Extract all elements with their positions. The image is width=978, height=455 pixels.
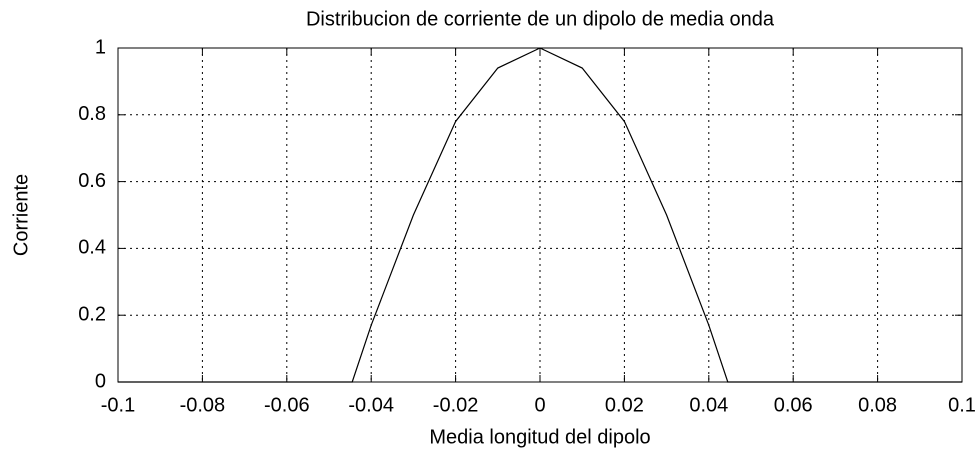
y-tick-label: 1 <box>95 36 106 58</box>
x-tick-label: -0.1 <box>101 394 135 416</box>
x-tick-label: 0.02 <box>605 394 644 416</box>
x-tick-label: 0.06 <box>774 394 813 416</box>
x-tick-label: 0.08 <box>858 394 897 416</box>
x-tick-label: 0.04 <box>689 394 728 416</box>
y-axis-label: Corriente <box>10 174 32 256</box>
y-tick-label: 0.2 <box>78 303 106 325</box>
y-tick-label: 0.6 <box>78 170 106 192</box>
data-line <box>118 47 962 383</box>
chart-title: Distribucion de corriente de un dipolo d… <box>306 8 775 30</box>
x-tick-label: 0.1 <box>948 394 976 416</box>
x-tick-label: 0 <box>534 394 545 416</box>
y-tick-label: 0.8 <box>78 103 106 125</box>
x-tick-label: -0.06 <box>264 394 310 416</box>
y-tick-label: 0 <box>95 370 106 392</box>
x-axis-label: Media longitud del dipolo <box>429 426 650 448</box>
y-tick-label: 0.4 <box>78 237 106 259</box>
x-tick-label: -0.08 <box>180 394 226 416</box>
x-tick-label: -0.04 <box>348 394 394 416</box>
x-tick-label: -0.02 <box>433 394 479 416</box>
